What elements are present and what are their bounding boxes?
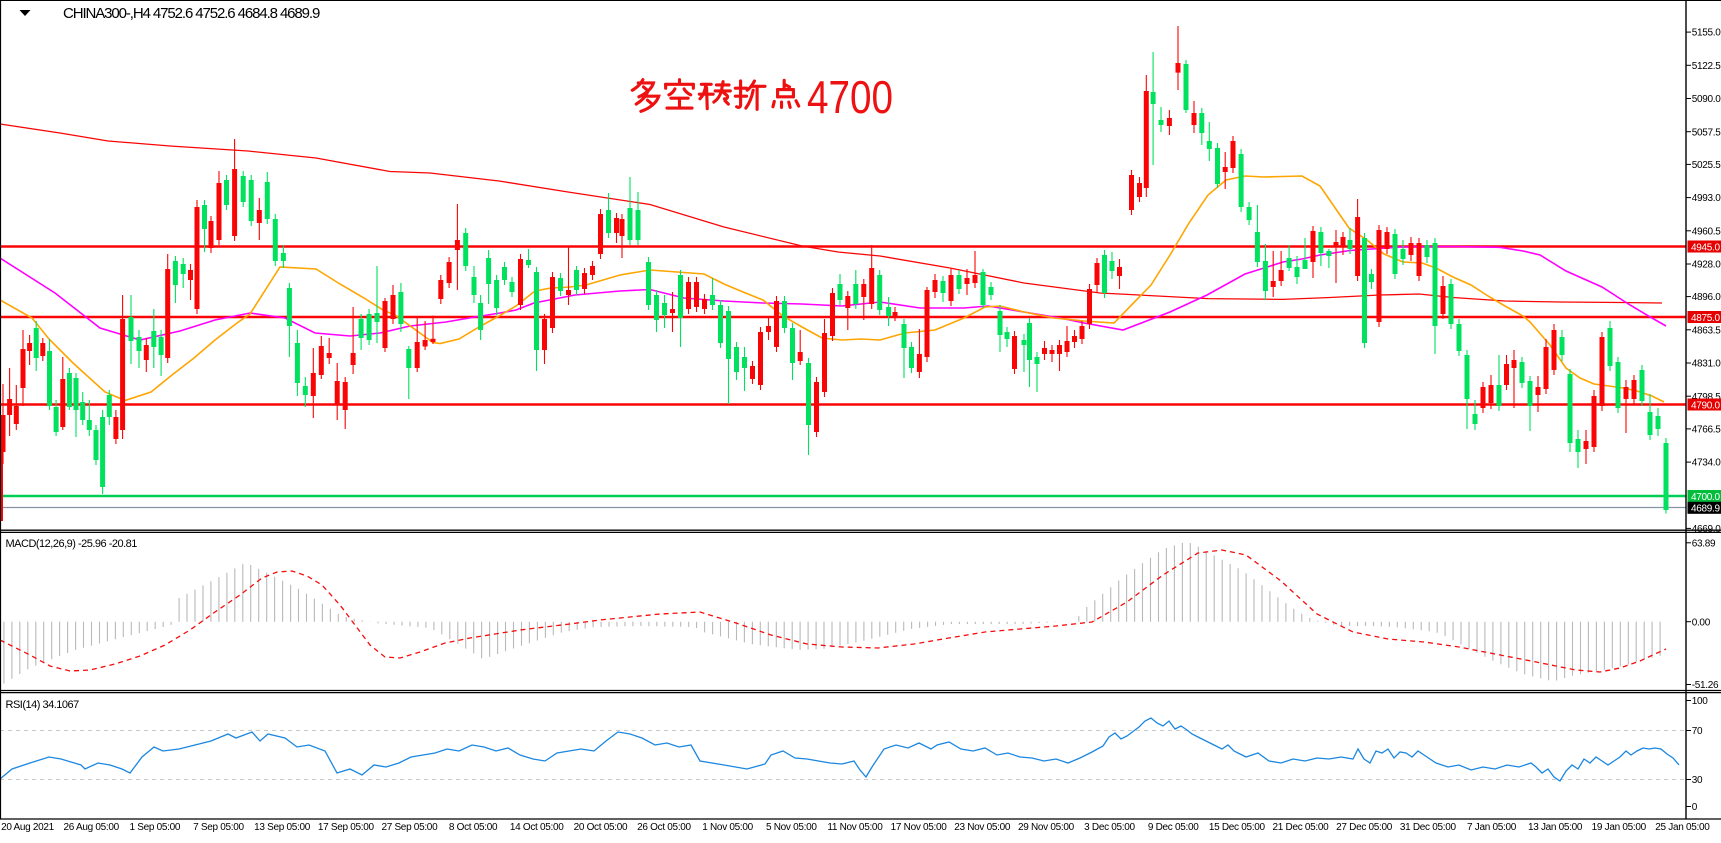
svg-text:4960.5: 4960.5 bbox=[1692, 226, 1721, 237]
svg-text:31 Dec 05:00: 31 Dec 05:00 bbox=[1400, 822, 1457, 833]
svg-text:CHINA300-,H4 4752.6 4752.6 46: CHINA300-,H4 4752.6 4752.6 4684.8 4689.9 bbox=[63, 5, 320, 22]
svg-text:8 Oct 05:00: 8 Oct 05:00 bbox=[449, 822, 498, 833]
svg-text:4700.0: 4700.0 bbox=[1691, 492, 1721, 503]
svg-text:MACD(12,26,9) -25.96 -20.81: MACD(12,26,9) -25.96 -20.81 bbox=[6, 538, 138, 550]
svg-text:13 Sep 05:00: 13 Sep 05:00 bbox=[254, 822, 311, 833]
svg-text:23 Nov 05:00: 23 Nov 05:00 bbox=[954, 822, 1011, 833]
svg-text:0: 0 bbox=[1692, 802, 1698, 813]
svg-text:4831.0: 4831.0 bbox=[1692, 359, 1721, 370]
svg-text:29 Nov 05:00: 29 Nov 05:00 bbox=[1018, 822, 1075, 833]
svg-text:14 Oct 05:00: 14 Oct 05:00 bbox=[510, 822, 564, 833]
svg-text:4863.5: 4863.5 bbox=[1692, 325, 1721, 336]
svg-text:17 Nov 05:00: 17 Nov 05:00 bbox=[891, 822, 948, 833]
svg-text:RSI(14) 34.1067: RSI(14) 34.1067 bbox=[6, 699, 80, 711]
svg-text:9 Dec 05:00: 9 Dec 05:00 bbox=[1148, 822, 1199, 833]
svg-text:4896.0: 4896.0 bbox=[1692, 292, 1721, 303]
svg-text:4928.0: 4928.0 bbox=[1692, 260, 1721, 271]
svg-text:4669.0: 4669.0 bbox=[1692, 524, 1721, 535]
svg-text:4766.5: 4766.5 bbox=[1692, 425, 1721, 436]
svg-text:5 Nov 05:00: 5 Nov 05:00 bbox=[766, 822, 817, 833]
svg-text:27 Dec 05:00: 27 Dec 05:00 bbox=[1336, 822, 1393, 833]
svg-text:15 Dec 05:00: 15 Dec 05:00 bbox=[1209, 822, 1266, 833]
svg-text:26 Oct 05:00: 26 Oct 05:00 bbox=[637, 822, 691, 833]
svg-text:5155.0: 5155.0 bbox=[1692, 28, 1721, 39]
svg-text:0.00: 0.00 bbox=[1692, 617, 1711, 628]
svg-text:20 Oct 05:00: 20 Oct 05:00 bbox=[574, 822, 628, 833]
svg-text:25 Jan 05:00: 25 Jan 05:00 bbox=[1655, 822, 1710, 833]
svg-text:20 Aug 2021: 20 Aug 2021 bbox=[1, 822, 55, 833]
svg-text:5122.5: 5122.5 bbox=[1692, 61, 1721, 72]
svg-text:30: 30 bbox=[1692, 775, 1703, 786]
svg-text:21 Dec 05:00: 21 Dec 05:00 bbox=[1273, 822, 1330, 833]
svg-text:7 Sep 05:00: 7 Sep 05:00 bbox=[193, 822, 244, 833]
svg-text:1 Nov 05:00: 1 Nov 05:00 bbox=[702, 822, 753, 833]
svg-text:26 Aug 05:00: 26 Aug 05:00 bbox=[64, 822, 120, 833]
svg-text:4689.9: 4689.9 bbox=[1691, 504, 1721, 515]
svg-text:19 Jan 05:00: 19 Jan 05:00 bbox=[1592, 822, 1647, 833]
svg-text:27 Sep 05:00: 27 Sep 05:00 bbox=[381, 822, 438, 833]
svg-text:13 Jan 05:00: 13 Jan 05:00 bbox=[1528, 822, 1583, 833]
svg-text:3 Dec 05:00: 3 Dec 05:00 bbox=[1084, 822, 1135, 833]
svg-text:4734.0: 4734.0 bbox=[1692, 458, 1721, 469]
svg-text:4945.0: 4945.0 bbox=[1691, 242, 1721, 253]
svg-text:4875.0: 4875.0 bbox=[1691, 313, 1721, 324]
svg-text:70: 70 bbox=[1692, 726, 1703, 737]
svg-text:63.89: 63.89 bbox=[1692, 538, 1716, 549]
svg-text:11 Nov 05:00: 11 Nov 05:00 bbox=[827, 822, 883, 833]
svg-text:4993.0: 4993.0 bbox=[1692, 193, 1721, 204]
svg-text:1 Sep 05:00: 1 Sep 05:00 bbox=[129, 822, 180, 833]
svg-text:100: 100 bbox=[1692, 696, 1709, 707]
svg-text:5025.5: 5025.5 bbox=[1692, 160, 1721, 171]
svg-text:4790.0: 4790.0 bbox=[1691, 400, 1721, 411]
svg-text:17 Sep 05:00: 17 Sep 05:00 bbox=[318, 822, 375, 833]
svg-text:5090.0: 5090.0 bbox=[1692, 94, 1721, 105]
svg-text:5057.5: 5057.5 bbox=[1692, 127, 1721, 138]
svg-text:-51.26: -51.26 bbox=[1692, 680, 1719, 691]
svg-text:4700: 4700 bbox=[807, 71, 893, 123]
svg-text:7 Jan 05:00: 7 Jan 05:00 bbox=[1467, 822, 1517, 833]
